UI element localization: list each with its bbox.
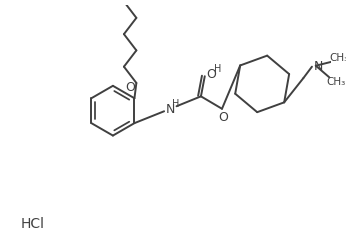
Text: N: N: [166, 103, 175, 116]
Text: O: O: [218, 111, 228, 124]
Text: O: O: [207, 68, 216, 81]
Text: H: H: [213, 64, 221, 74]
Text: CH₃: CH₃: [329, 53, 346, 63]
Text: O: O: [126, 81, 136, 94]
Text: H: H: [172, 99, 179, 109]
Text: N: N: [314, 60, 323, 73]
Text: CH₃: CH₃: [326, 77, 346, 87]
Text: HCl: HCl: [21, 217, 45, 231]
